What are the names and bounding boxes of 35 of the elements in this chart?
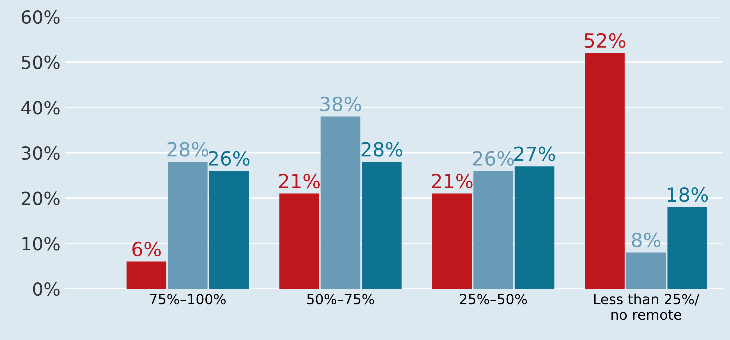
bar [668, 207, 708, 289]
y-tick-label: 0% [33, 282, 60, 296]
bar [514, 166, 555, 289]
y-tick-label: 60% [22, 10, 60, 24]
bar [320, 116, 361, 289]
bar [168, 162, 208, 289]
data-label: 21% [432, 174, 473, 189]
data-label: 38% [320, 96, 362, 112]
bar [432, 194, 472, 289]
data-label: 26% [473, 151, 514, 166]
bar [626, 252, 666, 289]
bar [209, 171, 250, 289]
y-tick-label: 20% [22, 192, 60, 206]
y-tick-label: 10% [22, 237, 60, 251]
bar [474, 171, 514, 289]
data-label: 6% [132, 242, 162, 257]
x-tick-label: 25%–50% [460, 294, 528, 305]
data-label: 8% [632, 232, 661, 248]
data-label: 21% [279, 174, 320, 189]
x-tick-label: 50%–75% [307, 294, 374, 305]
bar [585, 53, 625, 289]
x-tick-label: Less than 25%/ no remote [594, 294, 700, 320]
bar [362, 162, 402, 289]
data-label: 28% [168, 142, 208, 157]
bar [126, 262, 167, 289]
y-tick-label: 30% [22, 146, 60, 160]
y-tick-label: 40% [22, 101, 60, 115]
data-label: 18% [668, 188, 708, 202]
y-tick-label: 50% [22, 56, 60, 70]
data-label: 27% [514, 146, 556, 162]
data-label: 28% [362, 142, 403, 157]
bar [280, 194, 320, 289]
data-label: 52% [584, 33, 626, 48]
x-tick-label: 75%–100% [150, 294, 226, 305]
data-label: 26% [209, 151, 250, 166]
